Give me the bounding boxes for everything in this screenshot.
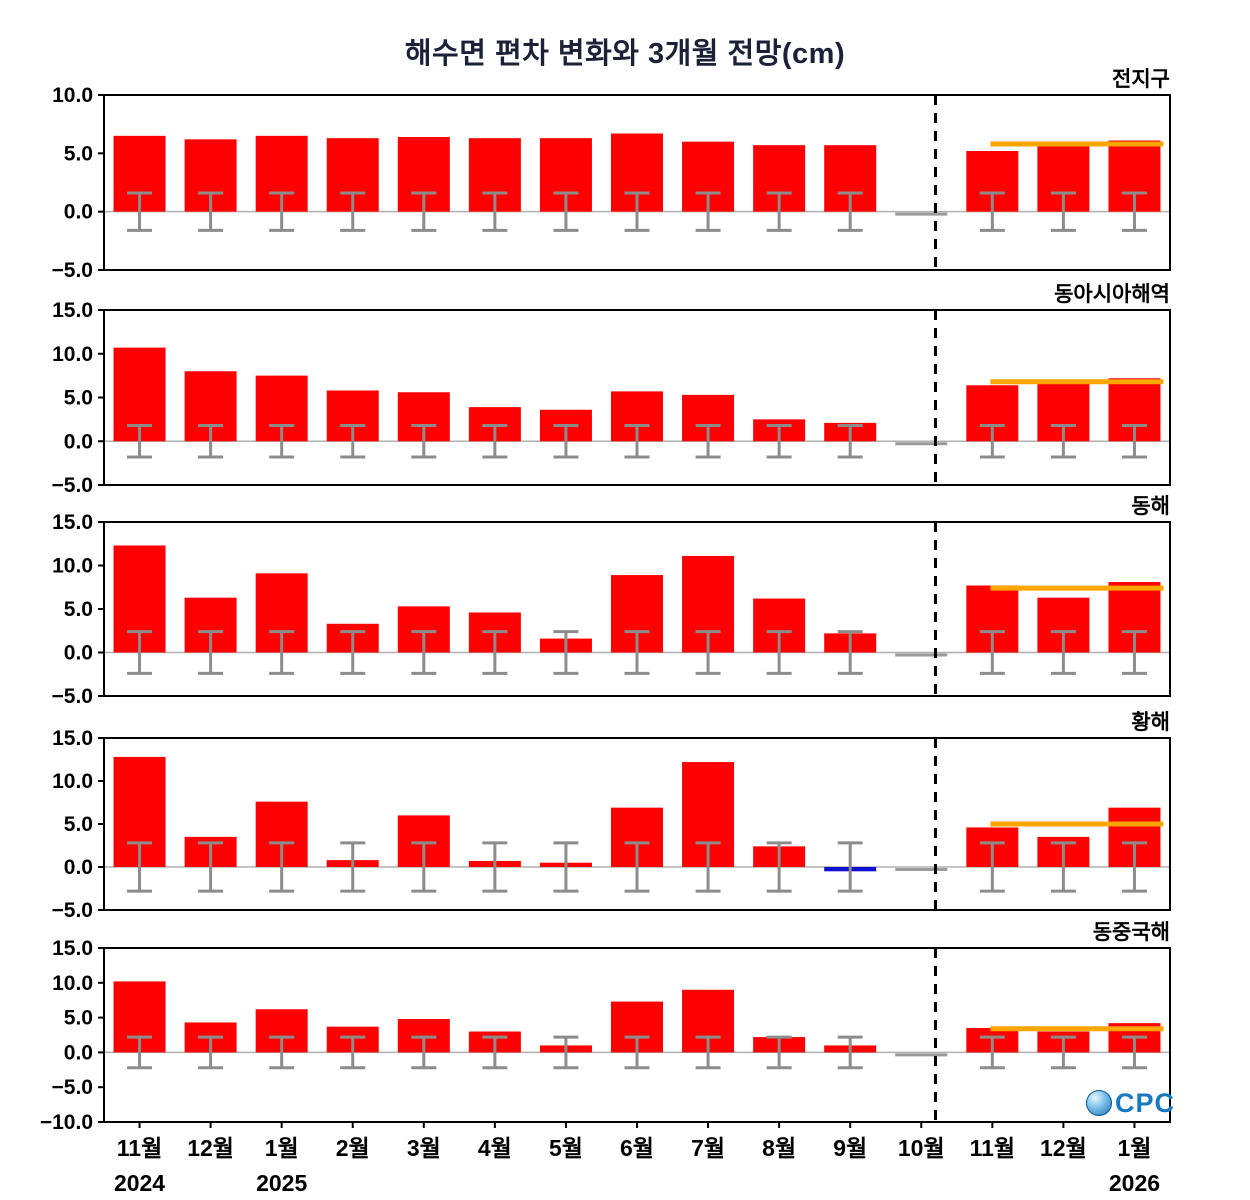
panel-5: 15.0 10.0 5.0 0.0 −5.0 −10.0 동중국해 — [40, 921, 1171, 1134]
y-tick-label: −5.0 — [52, 685, 93, 708]
x-label: 1월 — [265, 1135, 299, 1161]
panel-title: 동해 — [1131, 495, 1170, 518]
ocpc-globe-icon — [1086, 1090, 1112, 1116]
y-tick-label: −5.0 — [52, 1076, 93, 1099]
x-axis: 11월 12월 1월 2월 3월 4월 5월 6월 7월 8월 9월 10월 11월 12월 1월 2024 2… — [114, 1122, 1160, 1196]
x-label: 8월 — [762, 1135, 796, 1161]
x-label: 12월 — [1040, 1135, 1087, 1161]
x-label: 7월 — [691, 1135, 725, 1161]
y-tick-label: 0.0 — [64, 642, 93, 665]
year-label: 2026 — [1109, 1170, 1160, 1196]
y-tick-label: 5.0 — [64, 142, 93, 165]
x-label: 2월 — [336, 1135, 370, 1161]
y-tick-label: 10.0 — [52, 770, 93, 793]
panel-border — [103, 94, 1171, 271]
y-tick-label: −5.0 — [52, 899, 93, 922]
x-label: 11월 — [117, 1135, 162, 1161]
panel-3: 15.0 10.0 5.0 0.0 −5.0 동해 — [52, 495, 1171, 708]
ocpc-logo-text: CPC — [1115, 1088, 1176, 1118]
panel-title: 동아시아해역 — [1054, 283, 1170, 306]
x-label: 4월 — [478, 1135, 512, 1161]
y-tick-label: −5.0 — [52, 259, 93, 282]
y-tick-label: 0.0 — [64, 856, 93, 879]
panel-1: 10.0 5.0 0.0 −5.0 전지구 — [52, 68, 1171, 282]
y-tick-label: 10.0 — [52, 84, 93, 107]
y-tick-label: 15.0 — [52, 727, 93, 750]
y-tick-label: −5.0 — [52, 474, 93, 497]
y-tick-label: 10.0 — [52, 972, 93, 995]
y-tick-label: 15.0 — [52, 937, 93, 960]
y-tick-label: 10.0 — [52, 555, 93, 578]
panel-4: 15.0 10.0 5.0 0.0 −5.0 황해 — [52, 711, 1171, 922]
y-tick-label: 10.0 — [52, 343, 93, 366]
year-label: 2024 — [114, 1170, 165, 1196]
x-label: 10월 — [898, 1135, 945, 1161]
y-tick-label: 5.0 — [64, 813, 93, 836]
y-tick-label: 5.0 — [64, 598, 93, 621]
y-tick-label: 15.0 — [52, 511, 93, 534]
year-label: 2025 — [256, 1170, 307, 1196]
ocpc-logo: CPC — [1086, 1088, 1176, 1118]
chart-title: 해수면 편차 변화와 3개월 전망(cm) — [404, 38, 846, 70]
y-tick-label: −10.0 — [40, 1111, 93, 1134]
y-tick-label: 0.0 — [64, 201, 93, 224]
x-label: 3월 — [407, 1135, 441, 1161]
panel-2: 15.0 10.0 5.0 0.0 −5.0 동아시아해역 — [52, 283, 1171, 497]
x-label: 9월 — [833, 1135, 867, 1161]
panel-title: 전지구 — [1112, 68, 1170, 91]
panel-title: 황해 — [1131, 711, 1170, 734]
panel-title: 동중국해 — [1093, 921, 1170, 944]
x-label: 5월 — [549, 1135, 583, 1161]
y-tick-label: 5.0 — [64, 387, 93, 410]
x-label: 1월 — [1117, 1135, 1151, 1161]
y-tick-label: 5.0 — [64, 1007, 93, 1030]
x-label: 6월 — [620, 1135, 654, 1161]
x-label: 12월 — [187, 1135, 234, 1161]
y-tick-label: 0.0 — [64, 430, 93, 453]
y-tick-label: 15.0 — [52, 299, 93, 322]
y-tick-label: 0.0 — [64, 1041, 93, 1064]
x-label: 11월 — [970, 1135, 1015, 1161]
